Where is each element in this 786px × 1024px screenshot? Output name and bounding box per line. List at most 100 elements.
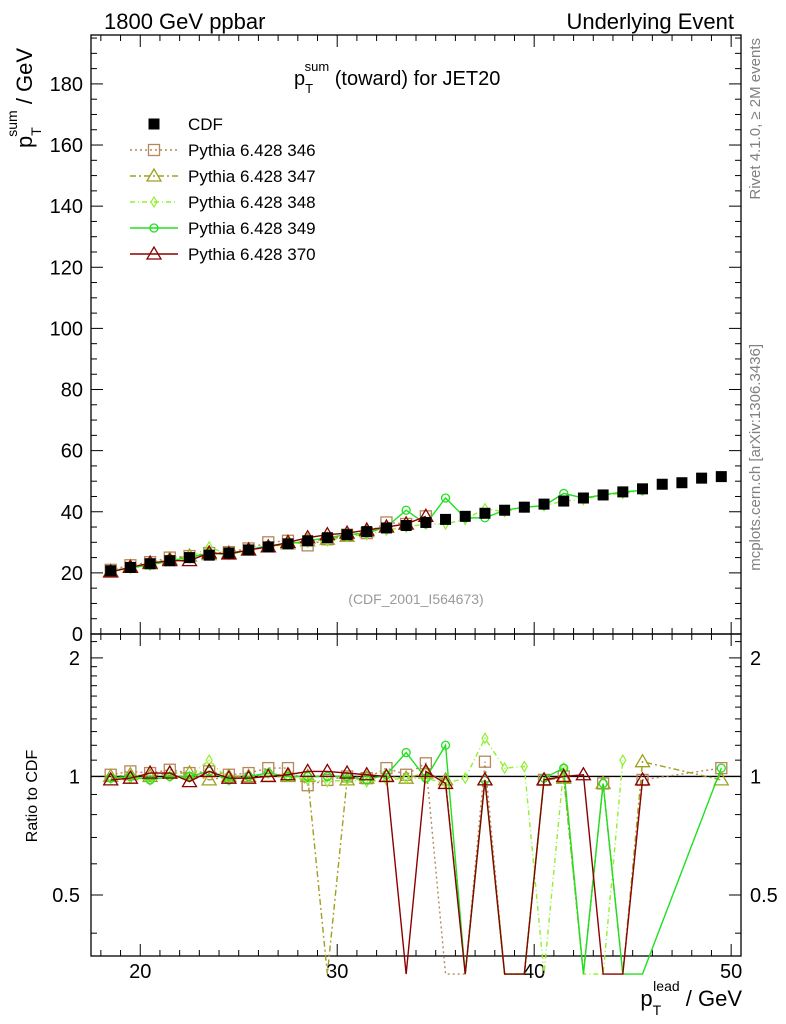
- ratio-point: [303, 773, 312, 787]
- legend-marker: [147, 143, 161, 157]
- y-axis-label: pTsum / GeV: [4, 48, 44, 148]
- svg-text:pTsum / GeV: pTsum / GeV: [4, 48, 44, 148]
- data-point: [401, 505, 411, 515]
- ylabel-sub: T: [28, 127, 44, 136]
- legend-marker: [145, 167, 163, 182]
- data-point: [459, 510, 471, 522]
- data-point: [243, 544, 255, 556]
- legend-label: Pythia 6.428 346: [188, 141, 316, 160]
- ratio-point: [400, 768, 413, 781]
- ratio-point: [321, 773, 334, 787]
- ratio-point: [240, 769, 257, 784]
- ratio-point: [380, 761, 393, 775]
- ratio-point: [417, 763, 434, 778]
- ratio-y-tick-label: 2: [750, 648, 761, 670]
- ratio-point: [634, 771, 651, 786]
- ratio-point: [279, 766, 297, 781]
- data-point: [400, 520, 412, 532]
- data-point: [558, 495, 570, 507]
- ratio-point: [378, 768, 395, 783]
- main-series: [102, 471, 727, 578]
- y-tick-label: 60: [61, 441, 83, 463]
- ratio-point: [559, 763, 569, 773]
- ratio-point: [283, 771, 293, 782]
- y-tick-label: 100: [50, 318, 83, 340]
- ratio-point: [141, 764, 159, 779]
- legend-label: Pythia 6.428 348: [188, 193, 316, 212]
- ratio-point: [201, 763, 218, 778]
- ratio-point: [634, 753, 651, 768]
- legend-label: CDF: [188, 115, 223, 134]
- x-axis-label: pTlead / GeV: [640, 978, 742, 1018]
- ratio-point: [338, 764, 356, 779]
- ratio-point: [555, 768, 572, 783]
- y-tick-label: 0: [72, 624, 83, 646]
- legend-marker: [145, 245, 163, 260]
- x-tick-label: 20: [129, 961, 151, 983]
- data-point: [341, 529, 353, 541]
- data-point: [479, 507, 491, 519]
- data-point: [164, 555, 176, 567]
- ratio-panel: 20 30 40 50 0.5 0.5 1 1 2 2 Ratio to CDF pTlead /…: [24, 633, 778, 1018]
- legend-entry: Pythia 6.428 370: [130, 245, 316, 264]
- y-tick-label: 140: [50, 196, 83, 218]
- ratio-point: [141, 768, 159, 783]
- data-point: [203, 549, 215, 561]
- ratio-point: [181, 764, 198, 779]
- y-tick-label: 180: [50, 74, 83, 96]
- legend-marker: [149, 223, 159, 233]
- legend-entry: Pythia 6.428 346: [130, 141, 316, 160]
- ratio-point: [619, 753, 627, 767]
- data-point: [321, 532, 333, 544]
- legend-entry: Pythia 6.428 348: [130, 193, 316, 212]
- data-point: [597, 489, 609, 501]
- header-right: Underlying Event: [566, 9, 734, 34]
- data-point: [380, 522, 392, 534]
- ratio-y-tick-label: 0.5: [52, 885, 80, 907]
- ratio-point: [478, 755, 492, 768]
- legend-entry: Pythia 6.428 349: [130, 219, 316, 238]
- ylabel-p: p: [12, 136, 37, 148]
- chart-title: pTsum (toward) for JET20: [294, 59, 500, 96]
- data-point: [223, 547, 235, 559]
- data-point: [676, 477, 688, 489]
- y-tick-label: 160: [50, 135, 83, 157]
- ratio-pythia-6-428-348: [106, 732, 627, 975]
- ratio-line: [110, 736, 624, 975]
- main-axes: 0 20 40 60 80 100 120 140 160 180: [50, 35, 741, 646]
- legend-entry: CDF: [148, 115, 223, 134]
- data-point: [656, 478, 668, 490]
- ylabel-rest: / GeV: [12, 48, 37, 111]
- ratio-point: [161, 764, 178, 779]
- data-point: [183, 552, 195, 564]
- ratio-point: [184, 771, 195, 782]
- legend-entry: Pythia 6.428 347: [130, 167, 316, 186]
- y-tick-label: 40: [61, 502, 83, 524]
- ratio-frame: [90, 633, 742, 957]
- header-left: 1800 GeV ppbar: [104, 9, 265, 34]
- data-point: [715, 471, 727, 483]
- ratio-series: [102, 732, 730, 975]
- ratio-y-tick-label: 0.5: [750, 885, 778, 907]
- data-point: [302, 535, 314, 547]
- ratio-point: [419, 757, 432, 770]
- xlabel-sup: lead: [653, 978, 679, 994]
- legend-marker: [148, 118, 160, 130]
- ratio-point: [481, 732, 489, 745]
- data-point: [282, 538, 294, 550]
- xlabel-rest: / GeV: [680, 986, 743, 1011]
- ratio-y-tick-label: 1: [69, 766, 80, 788]
- ratio-point: [358, 766, 375, 781]
- ratio-axes: 20 30 40 50 0.5 0.5 1 1 2 2: [52, 634, 778, 983]
- data-point: [420, 516, 432, 528]
- x-tick-label: 50: [720, 961, 742, 983]
- ratio-pythia-6-428-370: [102, 763, 651, 975]
- analysis-tag: (CDF_2001_I564673): [348, 591, 483, 607]
- ratio-point: [201, 771, 218, 786]
- x-tick-label: 30: [326, 961, 348, 983]
- y-tick-label: 20: [61, 563, 83, 585]
- title-sub: T: [305, 81, 313, 96]
- ylabel-sup: sum: [4, 110, 20, 136]
- ratio-point: [220, 769, 238, 784]
